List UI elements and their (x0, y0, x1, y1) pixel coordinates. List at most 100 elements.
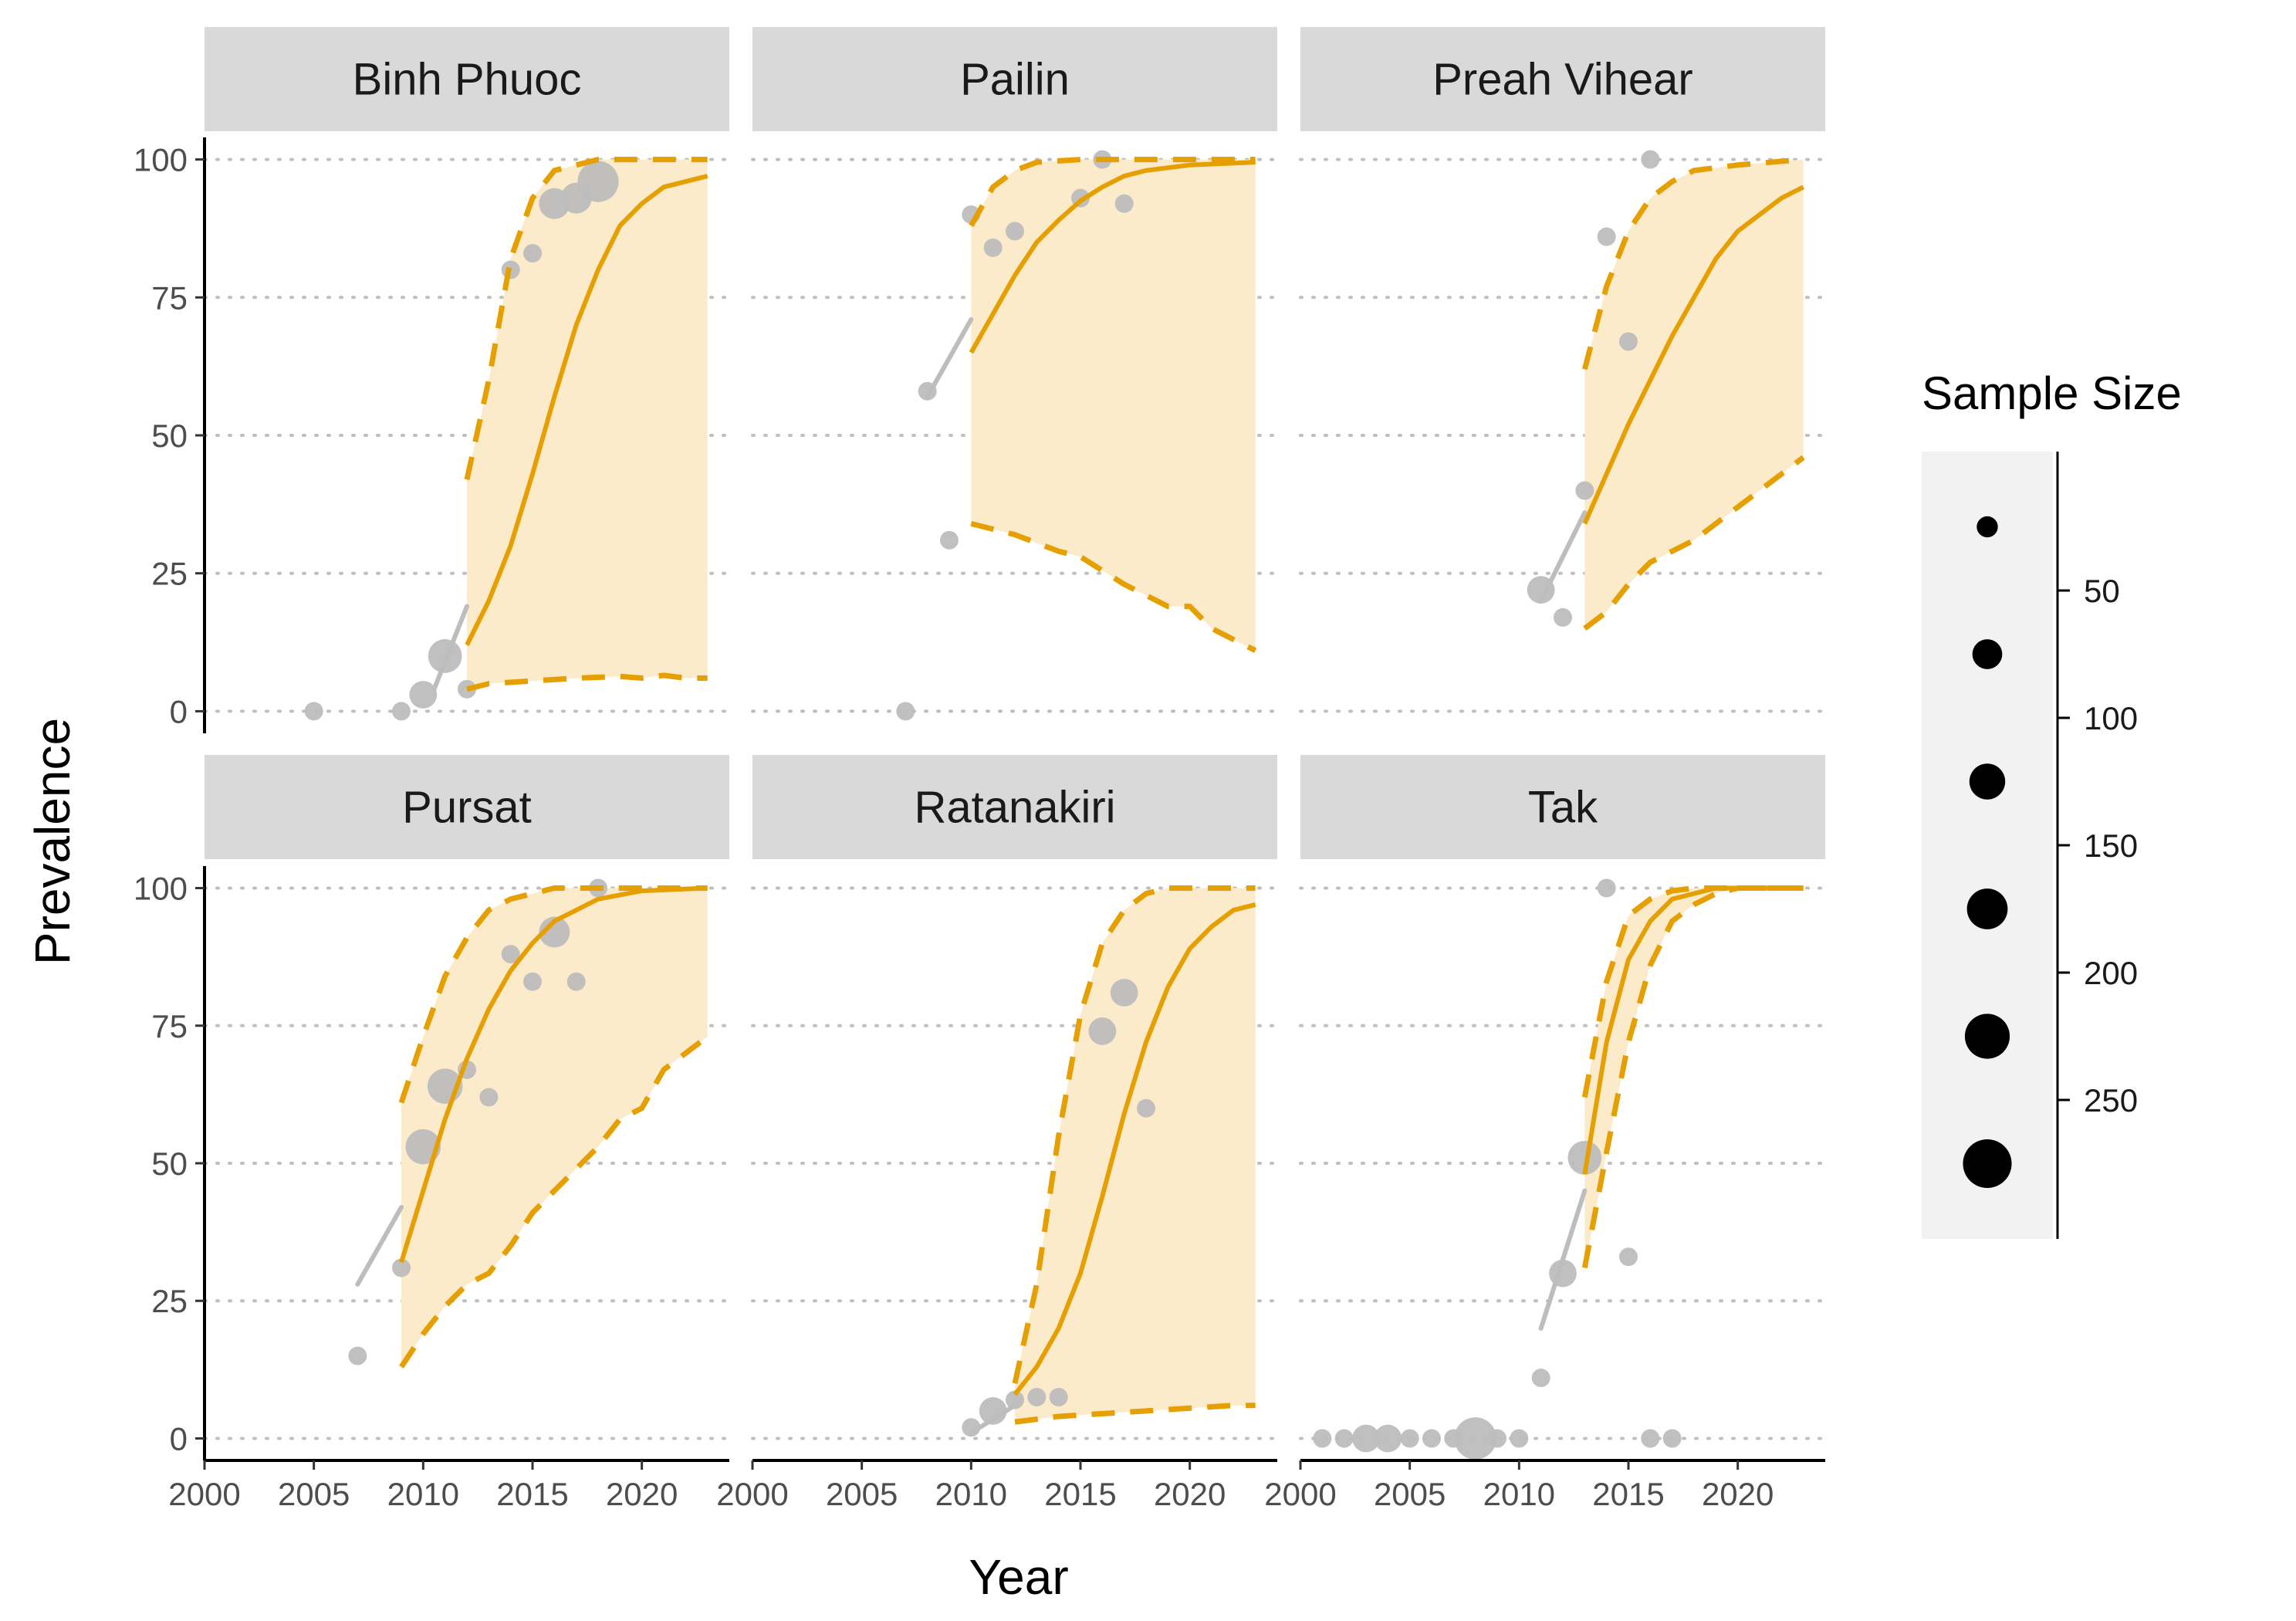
data-point (392, 702, 411, 721)
x-tick-label: 2005 (278, 1476, 350, 1512)
pre-trend-line (1538, 1188, 1588, 1331)
panel-pursat: Pursat 0 25 50 75 100 2000 2005 2010 2015 2020 (134, 755, 731, 1512)
x-tick-label: 2020 (606, 1476, 678, 1512)
y-tick-label: 75 (151, 1008, 188, 1044)
strip-label-binh-phuoc: Binh Phuoc (353, 55, 582, 105)
fit-line (1582, 885, 1804, 1175)
data-point (566, 972, 586, 991)
fit-line (399, 885, 708, 1264)
lower-bound-line (1583, 455, 1805, 631)
data-point (1422, 1429, 1441, 1448)
ci-band (1584, 159, 1804, 629)
x-tick-label: 2010 (935, 1476, 1007, 1512)
strip-label-tak: Tak (1528, 783, 1598, 833)
data-point (409, 681, 438, 709)
fit-line (1582, 184, 1805, 525)
strip-pursat (205, 755, 729, 859)
strip-label-ratanakiri: Ratanakiri (914, 783, 1115, 833)
legend-size-key (1972, 639, 2003, 669)
panels-layer: Binh Phuoc 0 25 50 75 100 Pailin Preah Vihear Pu… (134, 27, 1827, 1512)
y-tick-label: 0 (170, 693, 188, 729)
x-tick-label: 2010 (387, 1476, 459, 1512)
y-tick-label: 0 (170, 1420, 188, 1457)
legend-size-key (1966, 888, 2008, 929)
strip-label-preah-vihear: Preah Vihear (1432, 55, 1693, 105)
data-point (1531, 1369, 1550, 1388)
data-point (1597, 878, 1616, 898)
data-point (1619, 332, 1638, 351)
y-tick-label: 50 (151, 1146, 188, 1182)
data-point (896, 702, 915, 721)
legend-label: 250 (2084, 1082, 2138, 1118)
legend: Sample Size 50 100 150 200 250 (1922, 367, 2182, 1239)
panel-tak: Tak 2000 2005 2010 2015 2020 (1264, 755, 1827, 1512)
panel-pailin: Pailin (751, 27, 1279, 721)
fit-line (465, 174, 708, 646)
data-point (1137, 1098, 1155, 1118)
strip-tak (1300, 755, 1825, 859)
data-point (983, 238, 1003, 257)
data-point (979, 1396, 1007, 1425)
data-point (1575, 481, 1594, 500)
data-point (1641, 150, 1660, 169)
strip-ratanakiri (752, 755, 1277, 859)
data-point (501, 945, 520, 964)
data-point (304, 702, 323, 721)
data-point (1374, 1424, 1402, 1453)
data-point (1027, 1388, 1047, 1407)
data-point (1352, 1424, 1380, 1453)
data-point (577, 161, 619, 202)
legend-size-key (1969, 763, 2006, 800)
lower-bound-line (399, 1034, 709, 1369)
lower-bound-line (466, 672, 708, 692)
legend-label: 100 (2084, 700, 2138, 736)
legend-size-key (1964, 1014, 2010, 1059)
strip-preah-vihear (1300, 27, 1825, 131)
strip-binh-phuoc (205, 27, 729, 131)
x-tick-label: 2005 (1374, 1476, 1446, 1512)
panel-preah-vihear: Preah Vihear (1299, 27, 1827, 713)
legend-key-background (1922, 452, 2053, 1239)
y-tick-label: 100 (134, 142, 188, 178)
strip-pailin (752, 27, 1277, 131)
x-tick-label: 2005 (826, 1476, 898, 1512)
x-tick-label: 2000 (1264, 1476, 1336, 1512)
legend-title: Sample Size (1922, 367, 2182, 419)
data-point (1454, 1417, 1496, 1460)
strip-label-pursat: Pursat (402, 783, 532, 833)
fit-line (969, 160, 1256, 354)
data-point (1334, 1429, 1354, 1448)
x-axis-title: Year (969, 1549, 1068, 1605)
data-point (1662, 1429, 1682, 1448)
pre-trend-line (431, 604, 469, 692)
upper-bound-line (969, 157, 1256, 228)
x-tick-label: 2000 (716, 1476, 788, 1512)
panel-ratanakiri: Ratanakiri 2000 2005 2010 2015 2020 (716, 755, 1279, 1512)
pre-trend-line (969, 1403, 1017, 1436)
y-tick-label: 100 (134, 871, 188, 907)
legend-size-key (1976, 516, 1998, 538)
data-point (479, 1088, 499, 1107)
x-tick-label: 2020 (1154, 1476, 1226, 1512)
ci-band (1584, 888, 1804, 1268)
data-point (1567, 1140, 1602, 1175)
legend-size-key (1963, 1139, 2012, 1189)
data-point (523, 244, 542, 263)
data-point (1597, 227, 1616, 246)
y-tick-label: 25 (151, 1283, 188, 1319)
upper-bound-line (398, 885, 708, 1104)
data-point (392, 1258, 411, 1278)
ci-band (467, 159, 708, 689)
lower-bound-line (970, 520, 1257, 653)
legend-label: 200 (2084, 955, 2138, 991)
ci-band (401, 888, 708, 1367)
ci-band (971, 159, 1256, 651)
y-tick-label: 25 (151, 556, 188, 592)
y-tick-label: 75 (151, 279, 188, 316)
data-point (1088, 1017, 1117, 1045)
pre-trend-line (355, 1205, 404, 1287)
data-point (1006, 222, 1024, 241)
x-tick-label: 2020 (1702, 1476, 1774, 1512)
data-point (1488, 1429, 1506, 1448)
data-point (1049, 1388, 1068, 1407)
